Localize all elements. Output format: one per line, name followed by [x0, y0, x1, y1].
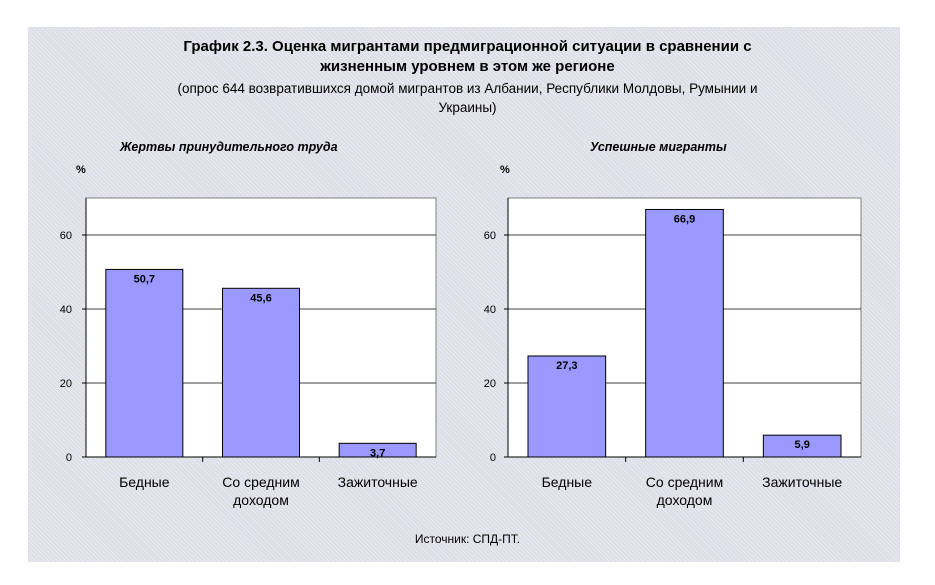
chart2-category-label: Со средним	[646, 474, 723, 490]
figure-subtitle-line-1: (опрос 644 возвратившихся домой мигранто…	[177, 81, 758, 96]
chart2-category-label: доходом	[657, 492, 713, 508]
chart1-category-label: доходом	[233, 492, 289, 508]
chart1-bar	[105, 268, 184, 458]
chart2-category-label: Бедные	[542, 474, 593, 490]
chart2-y-tick-label: 60	[484, 230, 496, 242]
chart1-bar	[338, 442, 417, 458]
source-note: Источник: СПД-ПТ.	[414, 532, 521, 546]
chart2-value-label: 66,9	[674, 213, 695, 225]
chart1-value-label: 3,7	[370, 447, 385, 459]
chart2-bar	[762, 434, 842, 458]
chart2-title: Успешные мигранты	[590, 140, 727, 154]
chart1-y-unit: %	[76, 164, 86, 176]
chart1-y-tick-label: 20	[60, 378, 72, 390]
chart1-value-label: 50,7	[134, 273, 155, 285]
chart1-bar	[222, 287, 300, 458]
chart2-bar	[645, 208, 724, 458]
chart2-bar	[527, 355, 607, 458]
chart2-y-tick-label: 0	[490, 452, 496, 464]
chart1-category-label: Бедные	[119, 474, 170, 490]
chart1-category-label: Зажиточные	[338, 474, 418, 490]
chart2-y-tick-label: 20	[484, 378, 496, 390]
chart2-value-label: 5,9	[795, 439, 810, 451]
chart1-category-label: Со средним	[222, 474, 299, 490]
chart2-category-label: Зажиточные	[762, 474, 842, 490]
figure-subtitle-line-2: Украины)	[438, 100, 497, 115]
figure-title-line-1: График 2.3. Оценка мигрантами предмиграц…	[183, 38, 752, 55]
chart2-value-label: 27,3	[556, 360, 577, 372]
chart1-title: Жертвы принудительного труда	[120, 140, 338, 154]
chart2-y-unit: %	[500, 164, 510, 176]
chart1-value-label: 45,6	[250, 292, 271, 304]
chart1-y-tick-label: 40	[60, 304, 72, 316]
chart1-y-tick-label: 0	[66, 452, 72, 464]
chart1-y-tick-label: 60	[60, 230, 72, 242]
chart2-y-tick-label: 40	[484, 304, 496, 316]
figure-title-line-2: жизненным уровнем в этом же регионе	[320, 58, 615, 75]
